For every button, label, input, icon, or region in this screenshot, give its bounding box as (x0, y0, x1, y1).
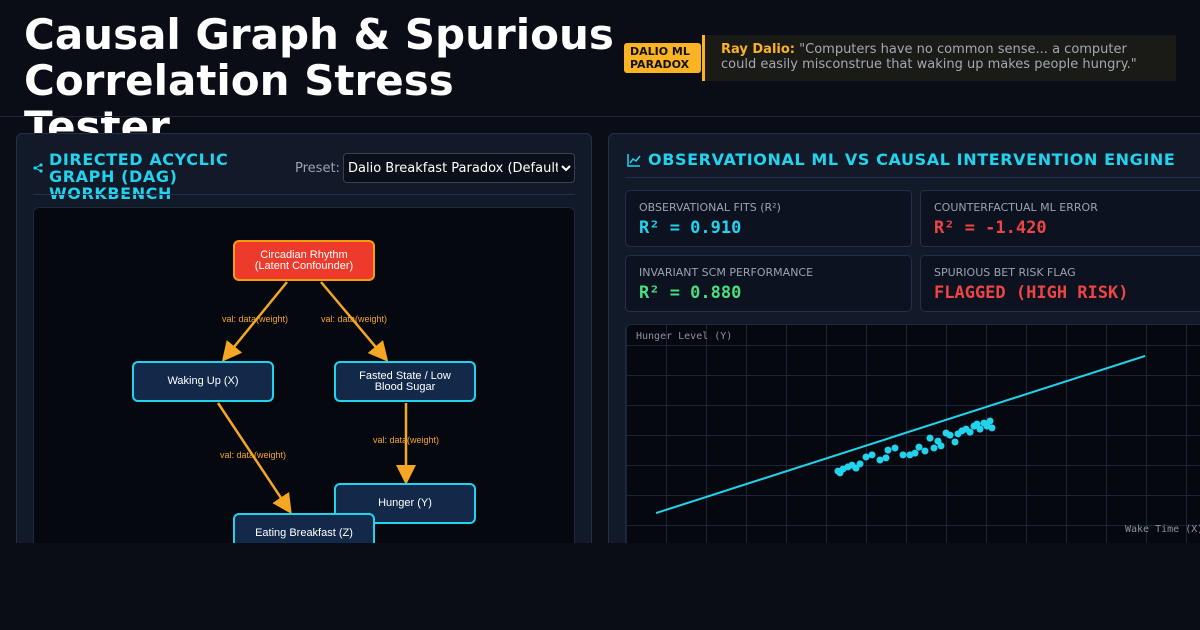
scatter-point (921, 447, 929, 455)
edge-label: val: data(weight) (219, 450, 287, 460)
quote: Ray Dalio: "Computers have no common sen… (702, 35, 1176, 81)
dag-node[interactable]: Eating Breakfast (Z) (233, 513, 375, 543)
metric-label: COUNTERFACTUAL ML ERROR (934, 201, 1098, 214)
scatter-chart: Hunger Level (Y) Wake Time (X) (625, 324, 1200, 543)
header-divider (0, 116, 1200, 117)
scatter-point (884, 446, 892, 454)
badge: DALIO ML PARADOX (624, 43, 701, 73)
divider (33, 194, 575, 195)
edge (216, 402, 292, 515)
preset-select[interactable]: Dalio Breakfast Paradox (Default) (343, 153, 575, 183)
metric-card: OBSERVATIONAL FITS (R²) R² = 0.910 (625, 190, 912, 247)
scatter-point (862, 453, 870, 461)
metric-card: INVARIANT SCM PERFORMANCE R² = 0.880 (625, 255, 912, 312)
metric-value: R² = 0.880 (639, 283, 742, 303)
scatter-point (899, 451, 907, 459)
x-axis-label: Wake Time (X) (1125, 524, 1200, 535)
fit-line (655, 354, 1146, 515)
engine-panel: OBSERVATIONAL ML VS CAUSAL INTERVENTION … (608, 133, 1200, 543)
y-axis-label: Hunger Level (Y) (636, 331, 733, 342)
dag-node[interactable]: Waking Up (X) (132, 361, 274, 402)
scatter-point (951, 438, 959, 446)
main: DIRECTED ACYCLIC GRAPH (DAG) WORKBENCH P… (0, 117, 1200, 543)
metric-value: R² = -1.420 (934, 218, 1047, 238)
scatter-point (966, 428, 974, 436)
chart-icon (627, 154, 641, 167)
scatter-point (946, 431, 954, 439)
scatter-point (973, 420, 981, 428)
preset-label: Preset: (295, 161, 340, 176)
edge (221, 281, 288, 362)
quote-text: "Computers have no common sense... a com… (721, 42, 1137, 72)
edge-label: val: data(weight) (320, 314, 388, 324)
scatter-point (876, 456, 884, 464)
divider (625, 177, 1200, 178)
scatter-point (926, 434, 934, 442)
dag-panel: DIRECTED ACYCLIC GRAPH (DAG) WORKBENCH P… (16, 133, 592, 543)
scatter-point (930, 444, 938, 452)
panel-title: OBSERVATIONAL ML VS CAUSAL INTERVENTION … (648, 150, 1176, 169)
plot (655, 354, 1146, 515)
metric-label: INVARIANT SCM PERFORMANCE (639, 266, 814, 279)
edge-label: val: data(weight) (372, 435, 440, 445)
edge-label: val: data(weight) (221, 314, 289, 324)
scatter-point (976, 425, 984, 433)
scatter-point (988, 424, 996, 432)
scatter-point (882, 454, 890, 462)
share-icon (33, 163, 43, 173)
panel-title: DIRECTED ACYCLIC GRAPH (DAG) WORKBENCH (49, 150, 229, 203)
dag-canvas: val: data(weight) val: data(weight) val:… (33, 207, 575, 543)
quote-author: Ray Dalio: (721, 42, 795, 57)
dag-node[interactable]: Fasted State / Low Blood Sugar (334, 361, 476, 402)
metric-value: FLAGGED (HIGH RISK) (934, 283, 1129, 303)
scatter-point (986, 417, 994, 425)
scatter-point (915, 443, 923, 451)
edge (320, 281, 389, 362)
scatter-point (856, 460, 864, 468)
page-title: Causal Graph & Spurious Correlation Stre… (24, 10, 614, 151)
metric-card: COUNTERFACTUAL ML ERROR R² = -1.420 (920, 190, 1200, 247)
edges (216, 281, 416, 515)
scatter-point (891, 444, 899, 452)
scatter-point (937, 442, 945, 450)
metric-label: OBSERVATIONAL FITS (R²) (639, 201, 781, 214)
dag-node[interactable]: Circadian Rhythm (Latent Confounder) (233, 240, 375, 281)
scatter-point (868, 451, 876, 459)
metric-card: SPURIOUS BET RISK FLAG FLAGGED (HIGH RISK… (920, 255, 1200, 312)
metric-label: SPURIOUS BET RISK FLAG (934, 266, 1076, 279)
scatter-point (911, 449, 919, 457)
metric-value: R² = 0.910 (639, 218, 742, 238)
